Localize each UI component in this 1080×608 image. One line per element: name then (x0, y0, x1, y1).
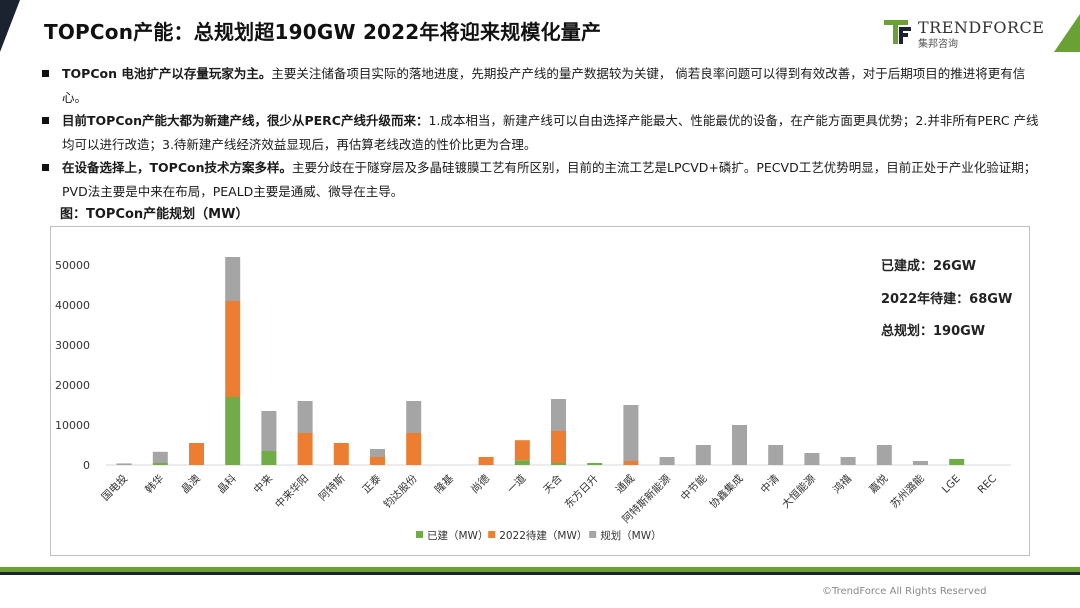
bullet-body: 主要分歧在于隧穿层及多晶硅镀膜工艺有所区别，目前的主流工艺是LPCVD+磷扩。P… (62, 160, 1037, 199)
y-tick-label: 50000 (55, 259, 90, 272)
x-tick-label: 隆基 (432, 472, 456, 496)
stacked-bar-chart: 0 10000 20000 30000 40000 50000 国电投 韩华 晶澳 晶科 中来中来华… (55, 257, 1011, 542)
legend-swatch (488, 531, 496, 538)
bullet-item: 在设备选择上，TOPCon技术方案多样。主要分歧在于隧穿层及多晶硅镀膜工艺有所区… (40, 156, 1050, 203)
bar-segment (587, 463, 603, 465)
x-tick-label: 天合 (541, 472, 565, 496)
bar-segment (225, 397, 241, 465)
legend-swatch (416, 531, 423, 538)
bullet-lead: 在设备选择上，TOPCon技术方案多样。 (62, 160, 292, 175)
y-tick-label: 40000 (55, 299, 90, 312)
bar-segment (876, 445, 892, 465)
annotation-total: 总规划：190GW (881, 324, 986, 339)
bar-segment (551, 431, 566, 463)
bullet-body: 主要关注储备项目实际的落地进度，先期投产产线的量产数据较为关键， 倘若良率问题可… (62, 66, 1026, 105)
figure-caption: 图：TOPCon产能规划（MW） (60, 207, 249, 222)
bar-segment (189, 443, 204, 465)
x-tick-label: 东方日升 (562, 472, 601, 511)
bullet-item: 目前TOPCon产能大都为新建产线，很少从PERC产线升级而来：1.成本相当，新… (40, 109, 1050, 156)
bar-segment (732, 425, 747, 465)
bar-segment (297, 401, 313, 433)
annotation-built: 已建成：26GW (881, 259, 977, 274)
x-tick-label: REC (975, 473, 999, 497)
bar-segment (297, 433, 313, 465)
x-tick-label: 中来 (251, 472, 275, 496)
footer-dark-bar (0, 572, 1080, 575)
bar-segment (659, 457, 675, 465)
trendforce-logo: TRENDFORCE 集邦咨询 (884, 18, 1044, 50)
chart-container: 0 10000 20000 30000 40000 50000 国电投 韩华 晶澳 晶科 中来 中来华… (50, 226, 1030, 556)
bar-segment (261, 451, 277, 465)
bullet-square-icon (42, 164, 49, 171)
x-tick-label: 苏州潞能 (888, 472, 927, 511)
legend-label: 规划（MW） (600, 529, 661, 542)
bar-segment (478, 457, 494, 465)
bar-segment (225, 257, 241, 301)
bar-segment (514, 460, 530, 465)
bar-segment (623, 461, 639, 465)
legend-label: 2022待建（MW） (499, 529, 587, 542)
header-right-decoration (1054, 14, 1080, 52)
bullet-body: 1.成本相当，新建产线可以自由选择产能最大、性能最优的设备，在产能方面更具优势；… (62, 113, 1039, 152)
y-tick-label: 10000 (55, 419, 90, 432)
x-tick-label: 一道 (504, 472, 528, 496)
y-tick-label: 20000 (55, 379, 90, 392)
bullet-square-icon (42, 70, 49, 77)
bullet-list: TOPCon 电池扩产以存量玩家为主。主要关注储备项目实际的落地进度，先期投产产… (40, 62, 1050, 203)
x-tick-label: 韩华 (142, 472, 166, 496)
x-tick-label: 钧达股份 (382, 472, 421, 511)
bar-segment (840, 457, 856, 465)
y-tick-label: 30000 (55, 339, 90, 352)
x-tick-label: 晶科 (215, 472, 239, 496)
trendforce-logo-mark-icon (884, 20, 911, 44)
bar-segment (261, 411, 277, 451)
x-tick-label: 嘉悦 (866, 472, 890, 496)
bar-segment (551, 463, 566, 465)
bar-segment (225, 301, 241, 397)
y-tick-label: 0 (83, 459, 90, 472)
x-tick-label: 晶澳 (179, 472, 203, 496)
x-tick-label: 大恒能源 (779, 472, 818, 511)
bar-segment (116, 463, 132, 465)
bullet-item: TOPCon 电池扩产以存量玩家为主。主要关注储备项目实际的落地进度，先期投产产… (40, 62, 1050, 109)
bar-segment (152, 451, 168, 463)
bar-segment (768, 445, 784, 465)
bar-segment (333, 443, 349, 465)
bar-segment (152, 463, 168, 465)
x-tick-label: 协鑫集成 (707, 472, 746, 511)
x-tick-label: 国电投 (99, 472, 131, 504)
page-title: TOPCon产能：总规划超190GW 2022年将迎来规模化量产 (44, 20, 602, 44)
x-tick-label: 中清 (758, 472, 782, 496)
logo-wordmark: TRENDFORCE (918, 18, 1045, 37)
x-tick-label: 阿特斯 (316, 472, 348, 504)
bar-segment (514, 440, 530, 461)
footer-green-bar (0, 567, 1080, 572)
x-tick-label: 正泰 (360, 472, 384, 496)
bar-segment (370, 457, 385, 465)
bar-segment (370, 449, 385, 457)
bar-segment (913, 461, 928, 465)
bar-segment (406, 401, 422, 433)
logo-subtitle: 集邦咨询 (918, 39, 958, 50)
bar-segment (406, 433, 422, 465)
copyright-text: ©TrendForce All Rights Reserved (822, 586, 987, 597)
bar-segment (623, 405, 639, 461)
bar-segment (551, 399, 566, 431)
header-left-decoration (0, 0, 20, 52)
bar-segment (804, 453, 820, 465)
x-tick-label: 鸿禧 (830, 472, 854, 496)
annotation-pending: 2022年待建：68GW (881, 292, 1013, 307)
x-tick-label: 通威 (613, 472, 637, 496)
bullet-lead: 目前TOPCon产能大都为新建产线，很少从PERC产线升级而来： (62, 113, 429, 128)
x-tick-label: LGE (940, 473, 963, 496)
bullet-square-icon (42, 117, 49, 124)
legend-label: 已建（MW） (427, 529, 488, 542)
x-tick-label: 尚德 (468, 472, 492, 496)
bullet-lead: TOPCon 电池扩产以存量玩家为主。 (62, 66, 272, 81)
legend-swatch (589, 531, 597, 538)
bar-segment (949, 459, 965, 465)
x-tick-label: 中节能 (678, 472, 710, 504)
x-tick-label: 中来华阳 (272, 472, 311, 511)
bar-segment (695, 445, 711, 465)
